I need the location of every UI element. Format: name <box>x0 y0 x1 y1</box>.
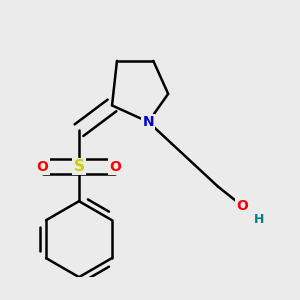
Text: O: O <box>236 199 248 213</box>
Text: S: S <box>74 159 85 174</box>
Text: O: O <box>37 160 49 173</box>
Text: O: O <box>110 160 121 173</box>
Text: N: N <box>142 115 154 129</box>
Text: H: H <box>254 213 264 226</box>
